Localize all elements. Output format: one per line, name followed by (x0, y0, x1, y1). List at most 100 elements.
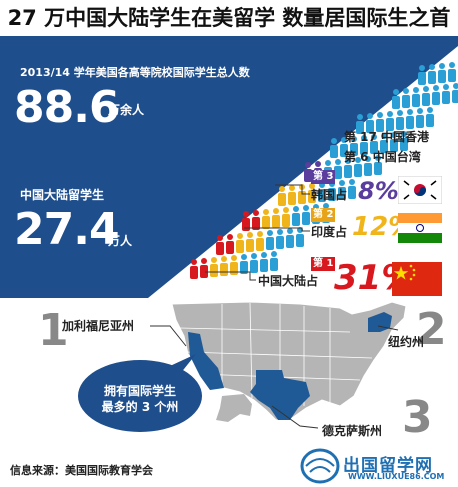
person-figure (220, 256, 228, 276)
texas-label: 德克萨斯州 (322, 424, 383, 438)
person-figure (344, 158, 352, 178)
rank-3-badge: 第 3 (311, 170, 336, 184)
infographic-panel (0, 36, 458, 298)
person-figure (418, 65, 426, 85)
person-figure (366, 113, 374, 133)
person-figure (286, 228, 294, 248)
person-figure (240, 254, 248, 274)
person-figure (348, 179, 356, 199)
logo-url: WWW.LIUXUE86.COM (348, 472, 445, 481)
source-note: 信息来源：美国国际教育学会 (10, 464, 153, 477)
person-figure (432, 85, 440, 105)
navy-background (0, 36, 458, 298)
person-figure (338, 180, 346, 200)
person-figure (386, 111, 394, 131)
china-flag-icon (392, 262, 442, 296)
china-students-value: 27.4 (14, 204, 120, 255)
people-crowd (190, 62, 458, 279)
person-figure (370, 134, 378, 154)
person-figure (276, 229, 284, 249)
total-label: 2013/14 学年美国各高等院校国际学生总人数 (20, 66, 250, 79)
state-number-2: 2 (416, 304, 447, 355)
person-figure (438, 63, 446, 83)
person-figure (390, 132, 398, 152)
bubble-text-line2: 最多的 3 个州 (101, 400, 179, 414)
alaska-shape (216, 394, 252, 422)
person-figure (448, 62, 456, 82)
person-figure (200, 258, 208, 278)
person-figure (428, 64, 436, 84)
rank-hong-kong: 第 17 中国香港 (344, 130, 430, 144)
person-figure (252, 210, 260, 230)
new-york-shape (368, 312, 392, 332)
page-title: 27 万中国大陆学生在美留学 数量居国际生之首 (7, 6, 451, 30)
person-figure (302, 205, 310, 225)
person-figure (374, 155, 382, 175)
india-label: 印度占 (311, 225, 348, 239)
new-york-label: 纽约州 (388, 335, 425, 349)
person-figure (406, 109, 414, 129)
person-figure (304, 162, 312, 182)
globe-logo-icon (300, 448, 340, 484)
korea-label: 韩国占 (311, 188, 348, 202)
state-number-1: 1 (38, 305, 69, 356)
person-figure (340, 137, 348, 157)
person-figure (364, 156, 372, 176)
korea-percent: 8% (358, 177, 399, 205)
person-figure (236, 233, 244, 253)
china-students-unit: 万人 (108, 234, 133, 248)
total-unit: 万余人 (108, 103, 145, 117)
person-figure (292, 206, 300, 226)
rank-2-badge: 第 2 (311, 208, 336, 222)
person-figure (260, 252, 268, 272)
california-label: 加利福尼亚州 (62, 319, 135, 333)
person-figure (334, 159, 342, 179)
logo-text: 出国留学网 (343, 456, 433, 476)
person-figure (190, 259, 198, 279)
person-figure (266, 230, 274, 250)
person-figure (288, 185, 296, 205)
china-students-label: 中国大陆留学生 (20, 188, 105, 202)
person-figure (442, 84, 450, 104)
person-figure (246, 232, 254, 252)
california-shape (188, 332, 224, 390)
person-figure (426, 107, 434, 127)
person-figure (270, 251, 278, 271)
person-figure (256, 231, 264, 251)
bubble-text-line1: 拥有国际学生 (103, 384, 176, 398)
person-figure (412, 87, 420, 107)
person-figure (392, 89, 400, 109)
korea-flag-icon (398, 176, 442, 204)
person-figure (452, 83, 458, 103)
person-figure (354, 157, 362, 177)
person-figure (350, 136, 358, 156)
total-value: 88.6 (14, 82, 120, 133)
person-figure (422, 86, 430, 106)
person-figure (226, 234, 234, 254)
person-figure (360, 135, 368, 155)
person-figure (400, 131, 408, 151)
rank-1-badge: 第 1 (311, 257, 336, 271)
person-figure (272, 208, 280, 228)
person-figure (262, 209, 270, 229)
person-figure (282, 207, 290, 227)
person-figure (380, 133, 388, 153)
person-figure (416, 108, 424, 128)
rank-taiwan: 第 6 中国台湾 (344, 150, 421, 164)
person-figure (250, 253, 258, 273)
person-figure (396, 110, 404, 130)
person-figure (376, 112, 384, 132)
person-figure (402, 88, 410, 108)
india-flag-icon (398, 213, 442, 243)
china-label: 中国大陆占 (258, 274, 319, 288)
info-bubble (78, 360, 202, 432)
person-figure (210, 257, 218, 277)
person-figure (308, 183, 316, 203)
person-figure (278, 186, 286, 206)
person-figure (330, 138, 338, 158)
texas-shape (250, 370, 310, 420)
person-figure (356, 114, 364, 134)
us-map (78, 301, 407, 432)
state-number-3: 3 (402, 392, 433, 443)
